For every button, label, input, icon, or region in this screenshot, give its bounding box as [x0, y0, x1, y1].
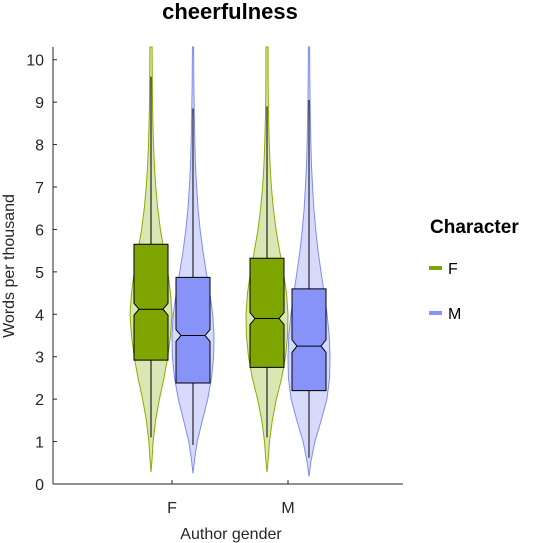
- plot-area: [129, 46, 331, 477]
- legend-label-f: F: [448, 261, 458, 278]
- y-tick-label: 7: [35, 180, 44, 197]
- y-tick-label: 2: [35, 392, 44, 409]
- y-tick-label: 9: [35, 95, 44, 112]
- box-f-f: [133, 243, 169, 361]
- y-tick-label: 5: [35, 265, 44, 282]
- box-m-f: [175, 276, 211, 384]
- x-axis-title: Author gender: [180, 526, 282, 543]
- y-axis-title: Words per thousand: [1, 194, 18, 338]
- legend-title: Character: [430, 217, 519, 238]
- chart-title: cheerfulness: [162, 0, 298, 24]
- y-tick-label: 1: [35, 435, 44, 452]
- y-tick-label: 8: [35, 138, 44, 155]
- axes: 0 1 2 3 4 5 6 7 8 9 10 F M: [26, 47, 403, 517]
- y-tick-label: 4: [35, 307, 44, 324]
- y-tick-label: 3: [35, 350, 44, 367]
- legend: Character F M: [429, 217, 519, 323]
- box-m-m: [291, 288, 327, 392]
- y-tick-label: 0: [35, 477, 44, 494]
- legend-label-m: M: [448, 306, 461, 323]
- y-tick-label: 6: [35, 222, 44, 239]
- x-tick-label: M: [281, 500, 294, 517]
- x-tick-label: F: [167, 500, 177, 517]
- box-f-m: [249, 257, 285, 368]
- y-tick-label: 10: [26, 53, 44, 70]
